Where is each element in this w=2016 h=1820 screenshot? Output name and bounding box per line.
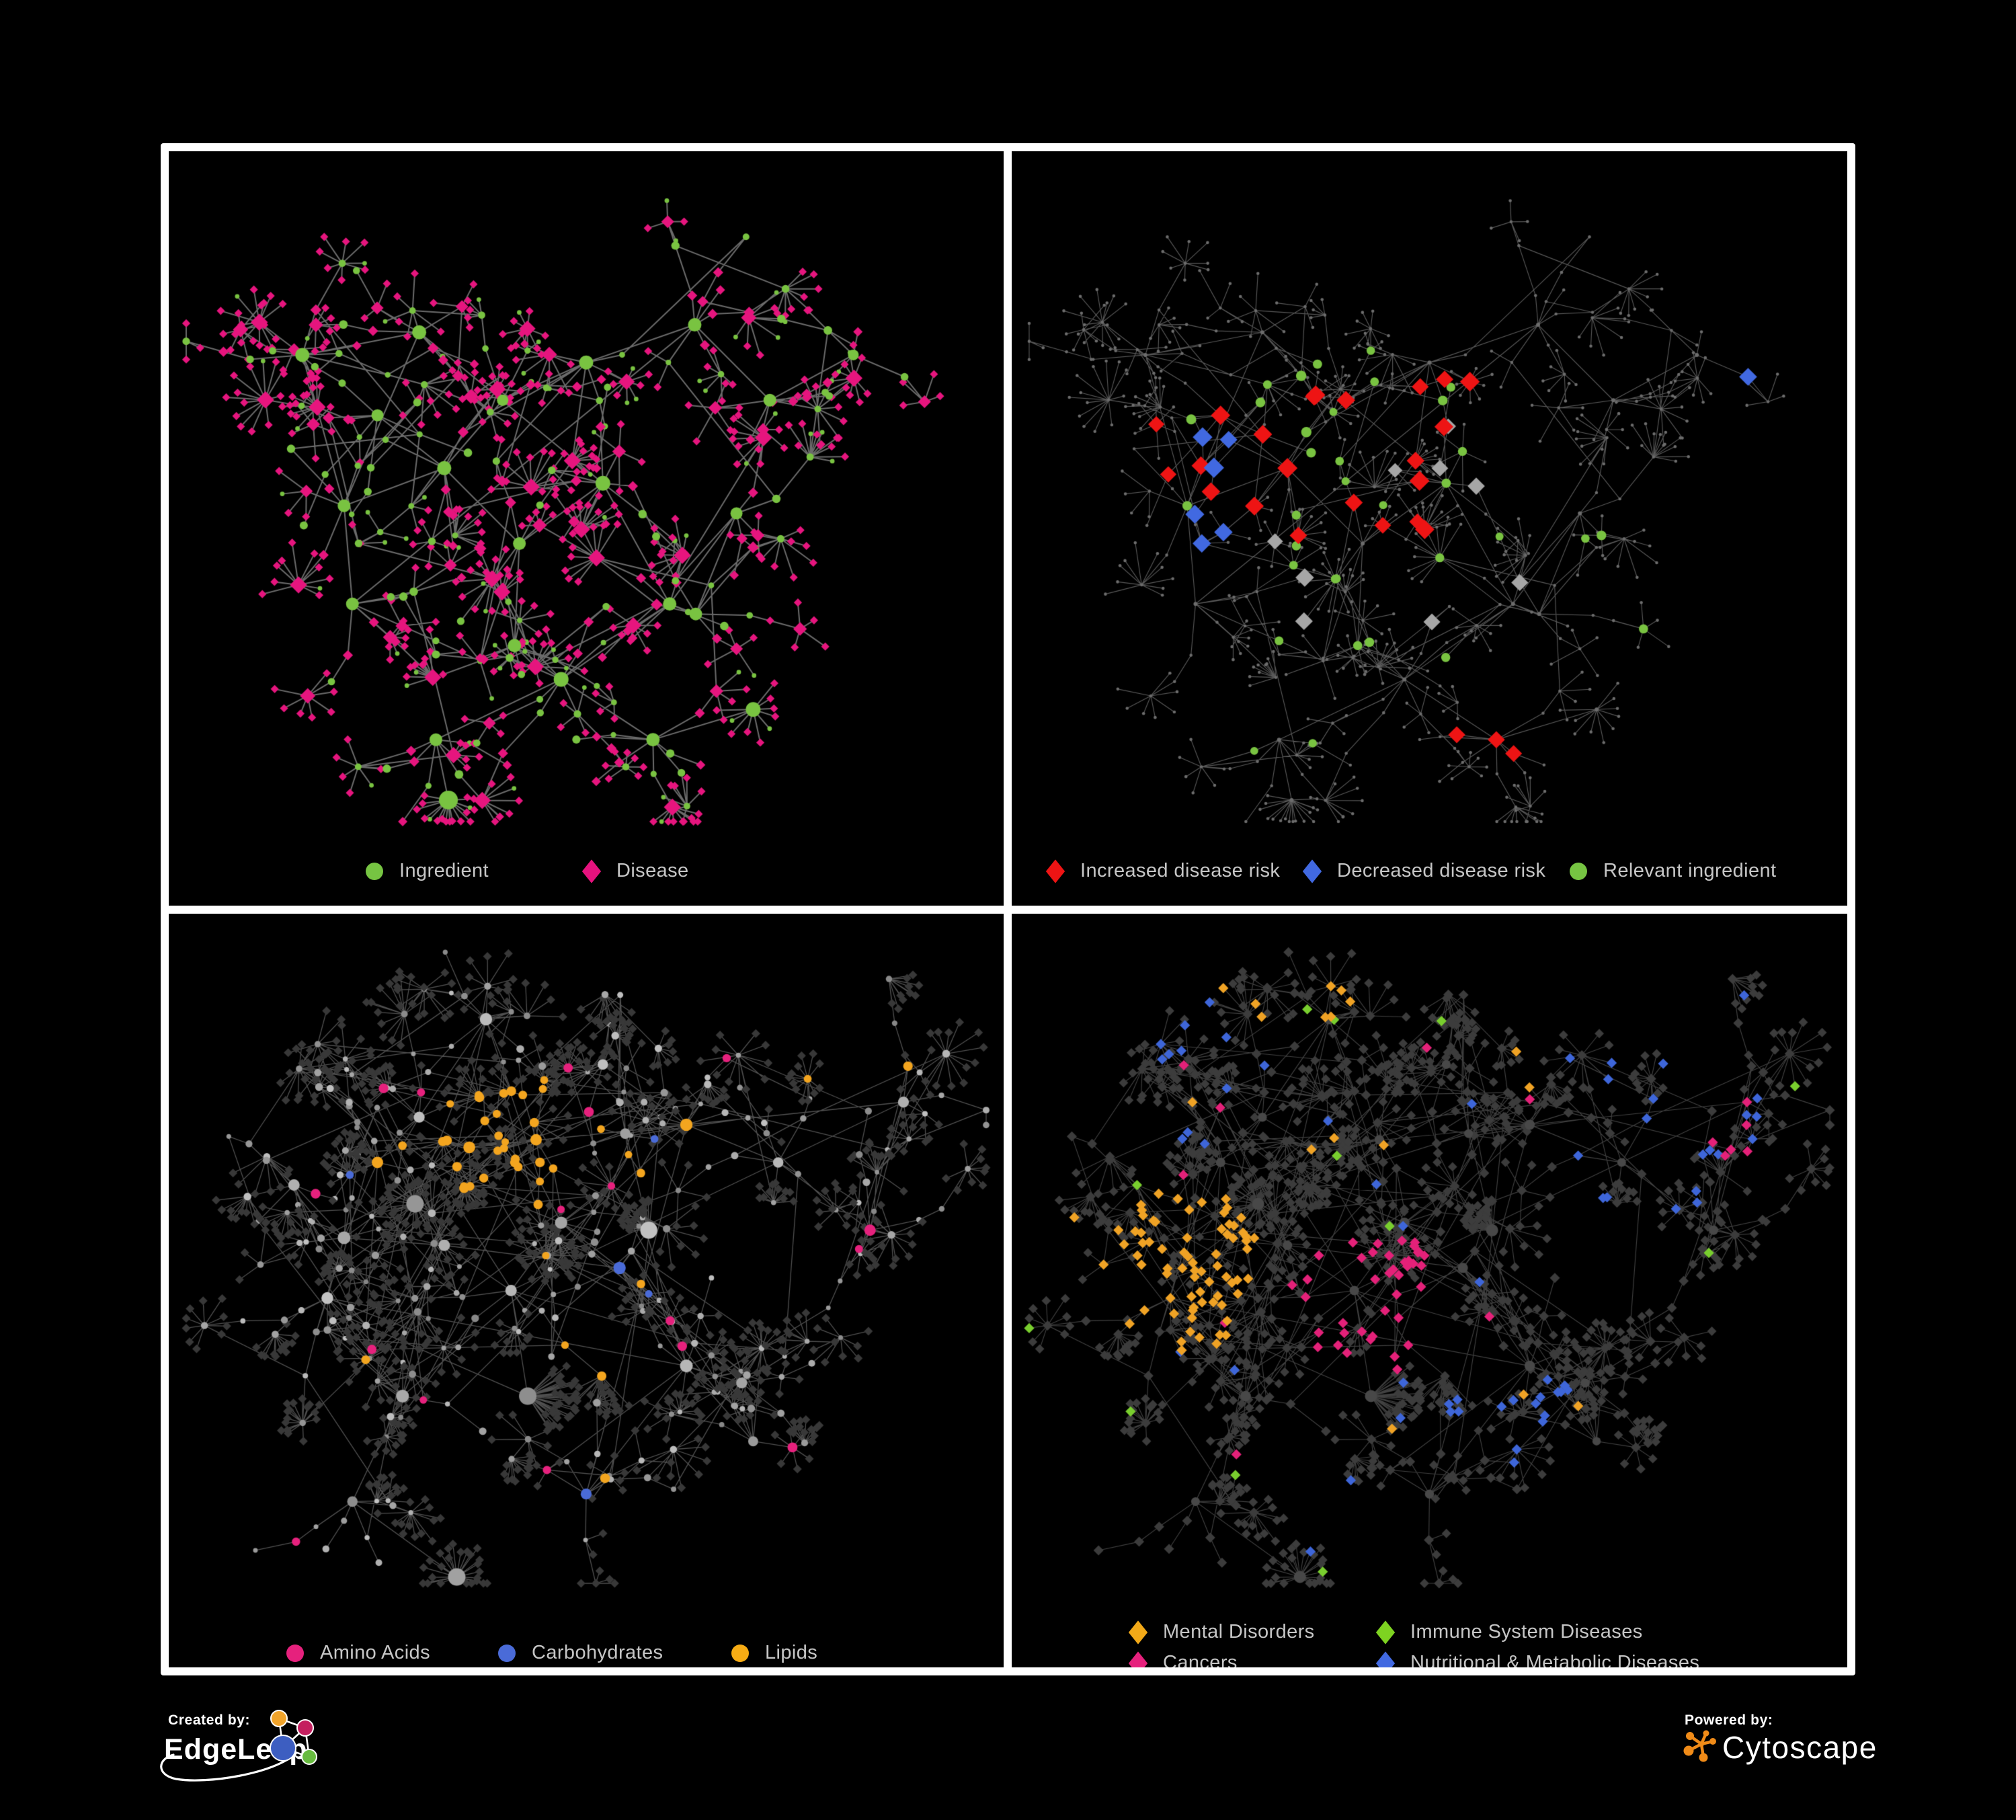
legend-item-nutritional-metabolic: Nutritional & Metabolic Diseases [1375, 1651, 1700, 1667]
panel-ingredient-disease: Ingredient Disease [169, 151, 1004, 906]
panel-disease-risk: Increased disease risk Decreased disease… [1012, 151, 1847, 906]
legend-item-cancers: Cancers [1128, 1651, 1238, 1667]
cytoscape-icon [1683, 1730, 1716, 1762]
legend-item-relevant-ingredient: Relevant ingredient [1570, 860, 1776, 882]
legend-label: Decreased disease risk [1337, 860, 1546, 881]
legend-item-disease: Disease [581, 859, 689, 883]
legend-item-amino-acids: Amino Acids [286, 1642, 430, 1664]
legend-item-mental-disorders: Mental Disorders [1128, 1620, 1315, 1645]
cytoscape-brand-text: Cytoscape [1722, 1730, 1878, 1765]
disease-legend-marker [581, 859, 602, 883]
lipids-legend-marker [731, 1644, 749, 1662]
cancers-legend-marker [1128, 1651, 1148, 1667]
legend-label: Amino Acids [320, 1642, 430, 1663]
legend-label: Disease [616, 860, 689, 881]
legend-label: Ingredient [399, 860, 489, 881]
legend-item-increased-risk: Increased disease risk [1045, 859, 1281, 883]
carbohydrates-legend-marker [498, 1644, 516, 1662]
legend-label: Nutritional & Metabolic Diseases [1410, 1652, 1700, 1667]
relevant-ingredient-legend-marker [1570, 862, 1587, 880]
edgeleap-network-icon [270, 1710, 317, 1765]
panel-grid: Ingredient Disease Increased disease ris… [161, 143, 1855, 1675]
legend-label: Cancers [1163, 1652, 1238, 1667]
legend-item-lipids: Lipids [731, 1642, 817, 1664]
network-canvas-ingredient-disease [169, 151, 1004, 906]
nutritional-metabolic-legend-marker [1375, 1651, 1396, 1667]
legend-label: Increased disease risk [1080, 860, 1281, 881]
immune-diseases-legend-marker [1375, 1620, 1396, 1645]
legend-label: Immune System Diseases [1410, 1621, 1643, 1643]
network-canvas-nutrient-class [169, 914, 1004, 1667]
legend-item-decreased-risk: Decreased disease risk [1302, 859, 1546, 883]
created-by-label: Created by: [168, 1712, 251, 1728]
panel-nutrient-class: Amino Acids Carbohydrates Lipids [169, 914, 1004, 1667]
legend-label: Mental Disorders [1163, 1621, 1315, 1643]
network-canvas-disease-risk [1012, 151, 1847, 906]
legend-item-immune-diseases: Immune System Diseases [1375, 1620, 1643, 1645]
legend-label: Lipids [765, 1642, 818, 1663]
legend-item-carbohydrates: Carbohydrates [498, 1642, 663, 1664]
edgeleap-swoosh-icon [160, 1752, 297, 1782]
powered-by-label: Powered by: [1685, 1712, 1773, 1728]
ingredient-legend-marker [366, 862, 383, 880]
mental-disorders-legend-marker [1128, 1620, 1148, 1645]
legend-label: Carbohydrates [532, 1642, 663, 1663]
amino-acids-legend-marker [286, 1644, 304, 1662]
increased-risk-legend-marker [1045, 859, 1065, 883]
legend-item-ingredient: Ingredient [366, 860, 489, 882]
panel-disease-class: Mental Disorders Immune System Diseases … [1012, 914, 1847, 1667]
legend-label: Relevant ingredient [1603, 860, 1777, 881]
network-canvas-disease-class [1012, 914, 1847, 1667]
decreased-risk-legend-marker [1302, 859, 1322, 883]
